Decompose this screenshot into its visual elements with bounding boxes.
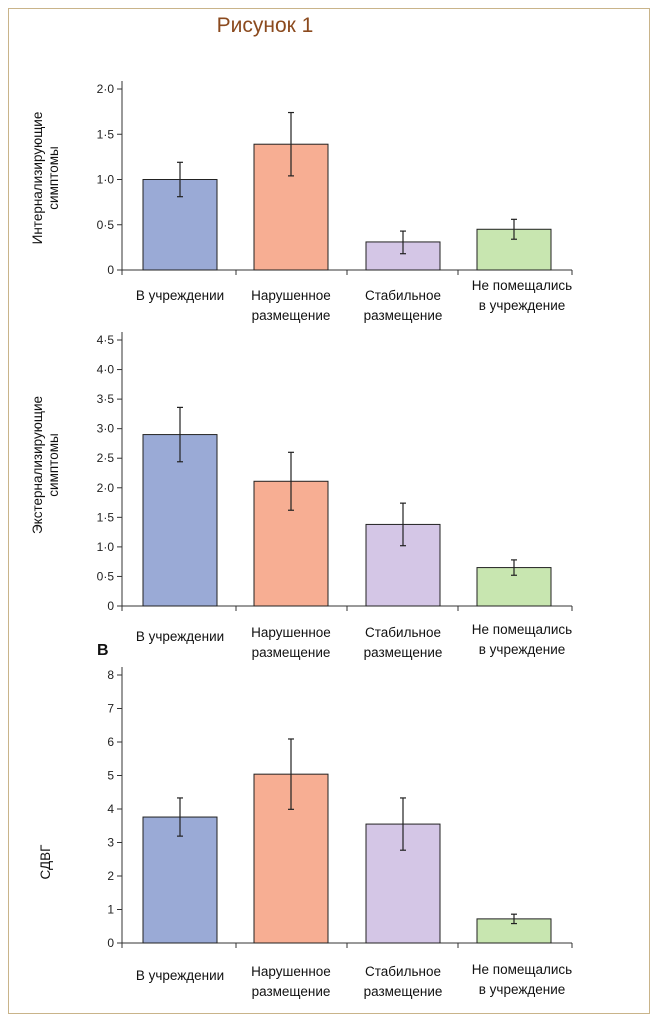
- panel-label: C: [97, 0, 109, 4]
- y-tick-label: 0·5: [97, 569, 115, 583]
- y-axis-label-line: Интернализирующие: [30, 112, 45, 245]
- category-label-line: в учреждение: [479, 298, 566, 313]
- category-label-line: Не помещались: [472, 962, 572, 977]
- y-tick-label: 2·5: [97, 451, 115, 465]
- category-label-line: Нарушенное: [251, 625, 331, 640]
- category-label-line: размещение: [364, 645, 443, 660]
- y-tick-label: 3·5: [97, 392, 115, 406]
- category-label-line: Нарушенное: [251, 288, 331, 303]
- y-tick-label: 0: [107, 936, 114, 950]
- category-label-line: В учреждении: [136, 288, 224, 303]
- y-tick-label: 8: [107, 668, 114, 682]
- category-label-line: размещение: [252, 984, 331, 999]
- category-label: В учреждении: [136, 629, 224, 644]
- category-label: В учреждении: [136, 968, 224, 983]
- y-axis-label-line: симптомы: [46, 433, 61, 496]
- category-label-line: размещение: [252, 308, 331, 323]
- category-label-line: Нарушенное: [251, 964, 331, 979]
- y-tick-label: 0: [107, 263, 114, 277]
- category-label: Не помещались в учреждение: [472, 278, 572, 313]
- y-tick-label: 6: [107, 735, 114, 749]
- category-label-line: размещение: [364, 984, 443, 999]
- y-axis-label: СДВГ: [38, 844, 53, 880]
- y-tick-label: 1·5: [97, 127, 115, 141]
- y-axis-label: Экстернализирующиесимптомы: [30, 396, 61, 534]
- y-tick-label: 1: [107, 903, 114, 917]
- category-label-line: В учреждении: [136, 968, 224, 983]
- y-tick-label: 3: [107, 836, 114, 850]
- chart-panel-3: C 0 1 2 3 4 5 6 7 8 СДВГ В учреждении Нарушенное разм…: [38, 0, 573, 999]
- category-label-line: размещение: [252, 645, 331, 660]
- category-label: Стабильное размещение: [364, 964, 443, 999]
- y-tick-label: 5: [107, 769, 114, 783]
- category-label: Не помещались в учреждение: [472, 962, 572, 997]
- category-label-line: в учреждение: [479, 982, 566, 997]
- category-label: Стабильное размещение: [364, 288, 443, 323]
- category-label-line: Стабильное: [365, 964, 441, 979]
- y-tick-label: 1·0: [97, 173, 115, 187]
- y-axis-label: Интернализирующиесимптомы: [30, 112, 61, 245]
- y-tick-label: 4: [107, 802, 114, 816]
- panel-label: B: [97, 642, 109, 659]
- y-axis-label-line: симптомы: [46, 146, 61, 209]
- y-tick-label: 2·0: [97, 481, 115, 495]
- figure-title: Рисунок 1: [216, 14, 314, 37]
- category-label-line: размещение: [364, 308, 443, 323]
- y-tick-label: 0: [107, 599, 114, 613]
- category-label: Нарушенное размещение: [251, 288, 331, 323]
- y-tick-label: 4·0: [97, 363, 115, 377]
- y-axis-label-line: Экстернализирующие: [30, 396, 45, 534]
- chart-panel-2: B 0 0·5 1·0 1·5 2·0 2·5 3·0 3·5 4·0 4·5 Экстернализ…: [30, 332, 573, 660]
- y-tick-label: 3·0: [97, 422, 115, 436]
- category-label: Нарушенное размещение: [251, 625, 331, 660]
- y-tick-label: 0·5: [97, 218, 115, 232]
- y-tick-label: 1·5: [97, 510, 115, 524]
- figure-frame: [8, 8, 650, 1014]
- y-tick-label: 2·0: [97, 82, 115, 96]
- bar: [142, 816, 218, 944]
- category-label-line: В учреждении: [136, 629, 224, 644]
- y-tick-label: 1·0: [97, 540, 115, 554]
- category-label: Нарушенное размещение: [251, 964, 331, 999]
- category-label-line: Стабильное: [365, 288, 441, 303]
- category-label: Стабильное размещение: [364, 625, 443, 660]
- category-label-line: в учреждение: [479, 642, 566, 657]
- category-label: В учреждении: [136, 288, 224, 303]
- category-label-line: Не помещались: [472, 278, 572, 293]
- y-tick-label: 4·5: [97, 333, 115, 347]
- category-label-line: Не помещались: [472, 622, 572, 637]
- y-tick-label: 2: [107, 869, 114, 883]
- category-label-line: Стабильное: [365, 625, 441, 640]
- y-axis-label-line: СДВГ: [38, 844, 53, 880]
- category-label: Не помещались в учреждение: [472, 622, 572, 657]
- chart-panel-1: 0 0·5 1·0 1·5 2·0 Интернализирующиесимптомы В …: [30, 81, 573, 323]
- y-tick-label: 7: [107, 702, 114, 716]
